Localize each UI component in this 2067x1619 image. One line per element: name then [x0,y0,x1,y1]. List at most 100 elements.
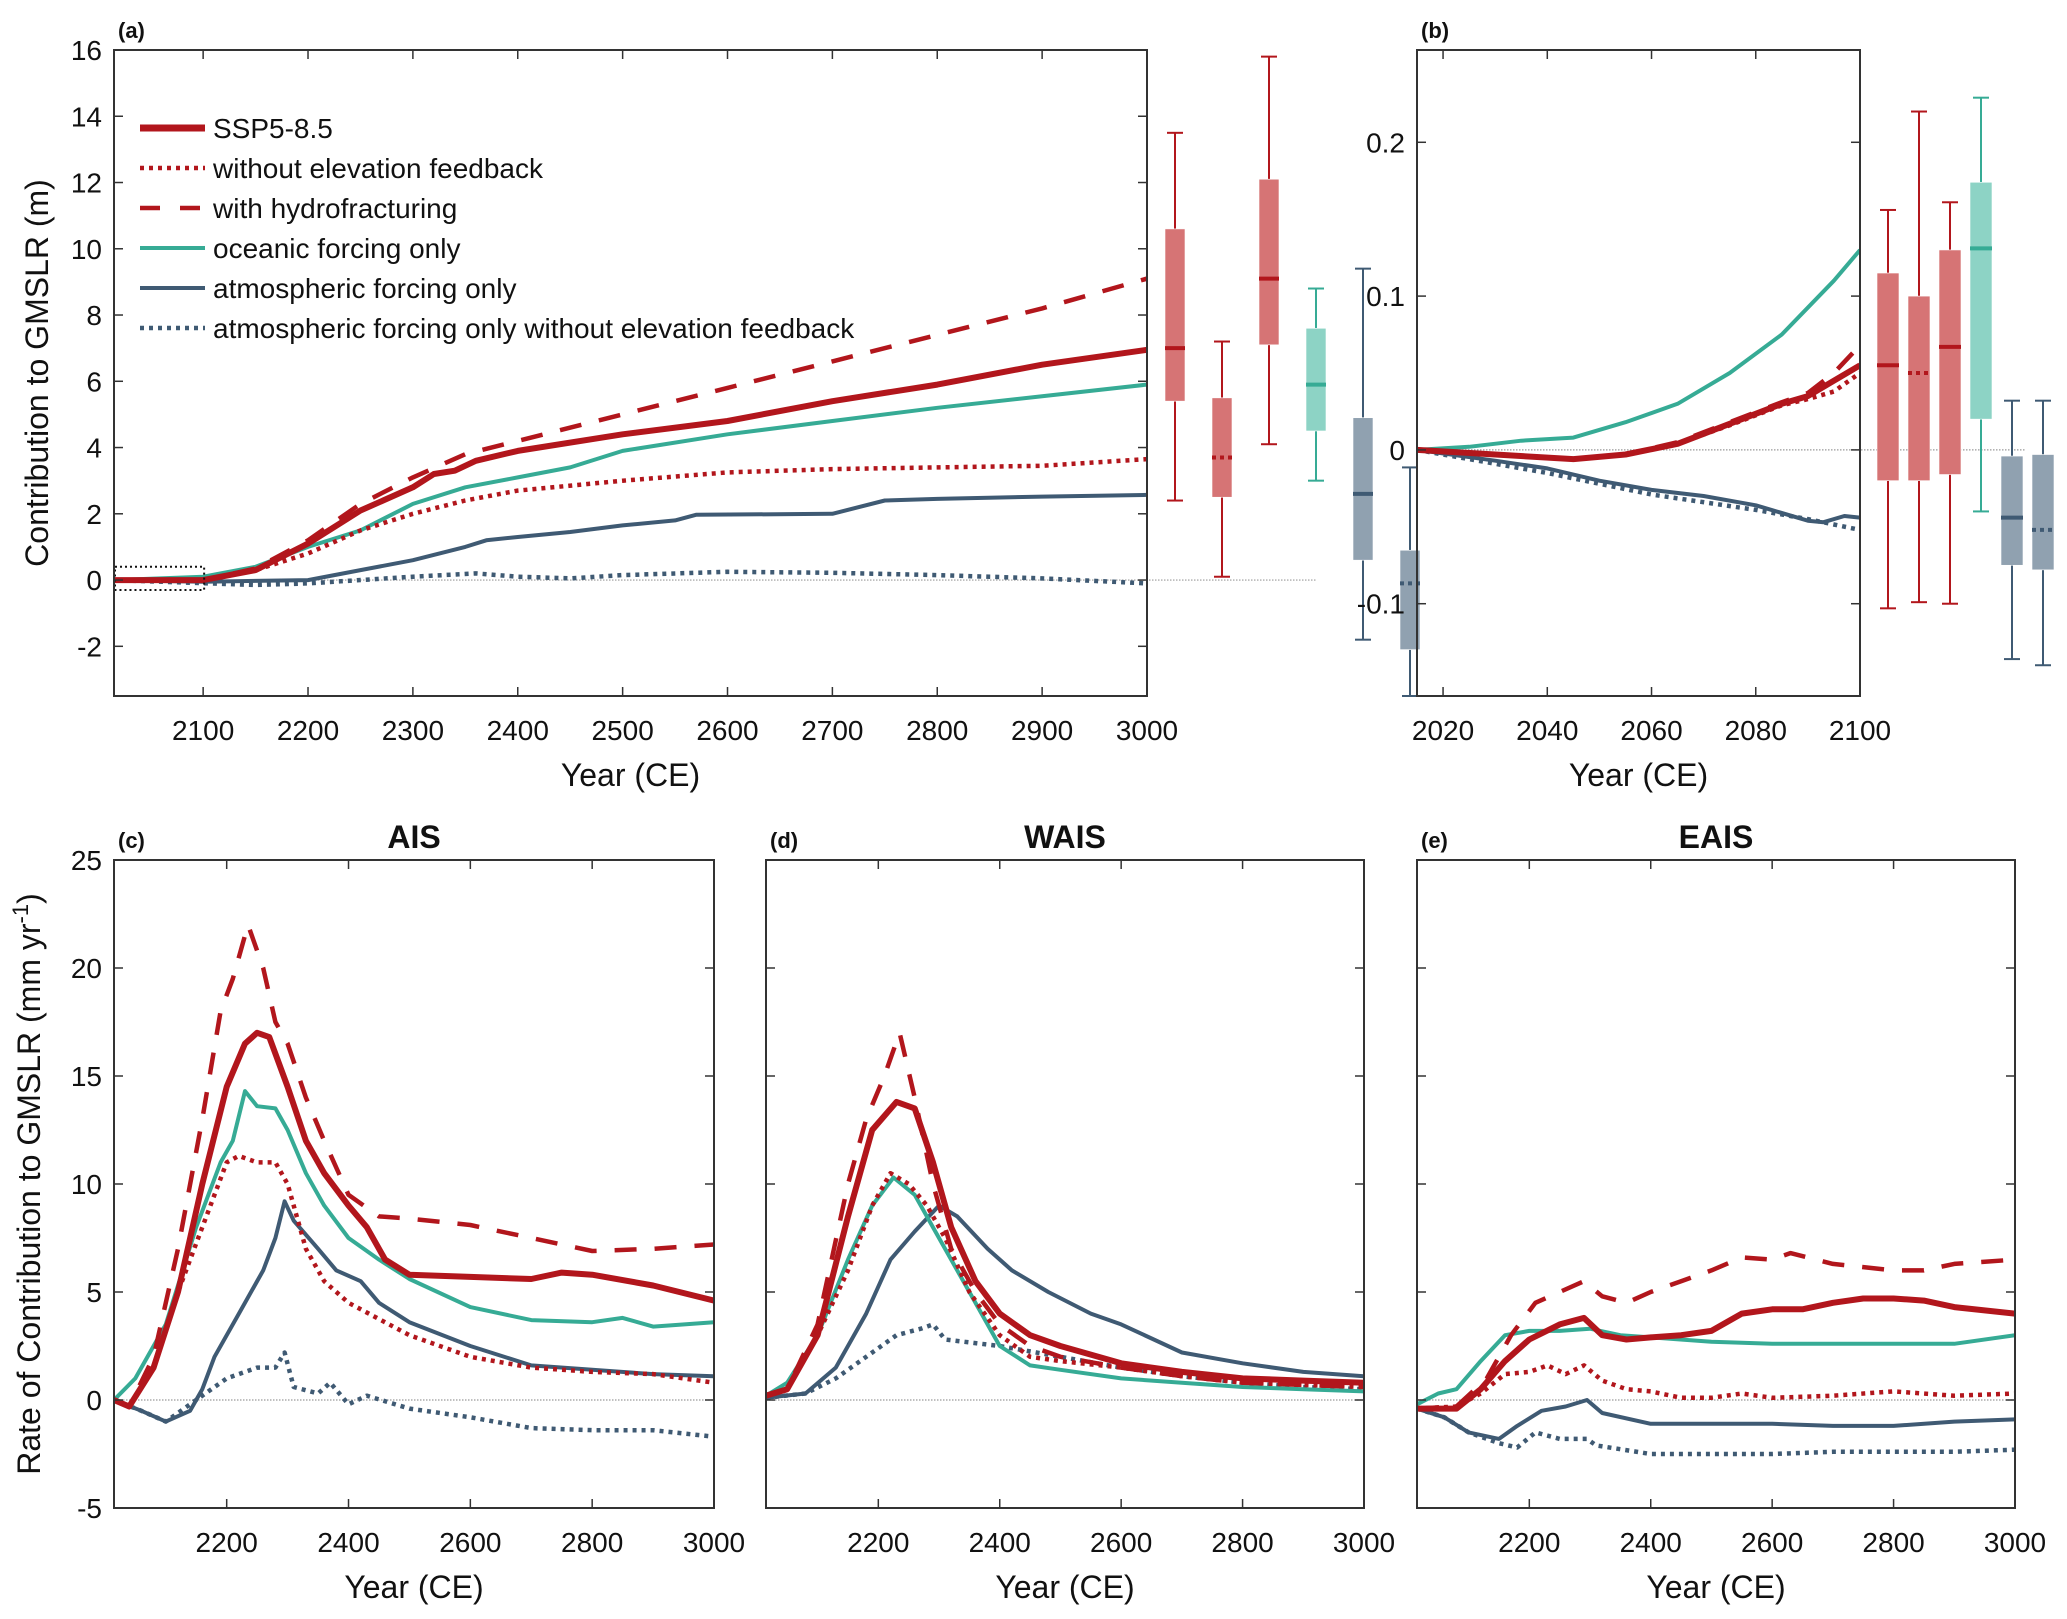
series-line-ssp-hydro [114,276,1147,583]
x-tick-label: 2100 [1829,715,1891,746]
y-tick-label: -5 [77,1493,102,1524]
boxplot-box [1211,397,1233,498]
boxplot-ssp [1876,208,1900,610]
y-tick-label: 25 [71,845,102,876]
x-tick-label: 2200 [196,1527,258,1558]
series-line-atmos-noelev [1417,1406,2015,1457]
x-tick-label: 2900 [1011,715,1073,746]
zoom-region-box [114,565,206,591]
legend-item: without elevation feedback [140,153,544,184]
y-tick-label: 5 [86,1277,102,1308]
panel-letter: (e) [1421,828,1448,853]
boxplot-box [1352,417,1374,561]
panel-letter: (a) [118,18,145,43]
boxplot-atmos-noelev [1399,466,1421,697]
series-line-atmos-noelev [114,1350,714,1439]
x-tick-label: 2800 [1211,1527,1273,1558]
x-tick-label: 2400 [1620,1527,1682,1558]
x-tick-label: 2800 [1862,1527,1924,1558]
panel-title: WAIS [1024,819,1106,855]
x-tick-label: 2080 [1725,715,1787,746]
series-line-ssp-hydro [766,1030,1364,1398]
panel-letter: (c) [118,828,145,853]
x-tick-label: 2600 [439,1527,501,1558]
series-line-atmos-noelev [114,569,1147,588]
y-tick-label: 0 [86,565,102,596]
x-axis-label: Year (CE) [1646,1569,1785,1605]
legend-item: with hydrofracturing [140,193,457,224]
series-line-ssp [1417,362,1860,463]
series-line-ocean [1417,1326,2015,1407]
legend-label: with hydrofracturing [212,193,457,224]
x-tick-label: 2200 [847,1527,909,1558]
y-tick-label: 12 [71,168,102,199]
boxplot-box [1938,249,1962,475]
series-line-atmos [114,1199,714,1424]
x-tick-label: 2200 [1498,1527,1560,1558]
x-tick-label: 2800 [561,1527,623,1558]
series-line-ocean [1417,248,1860,452]
x-axis-label: Year (CE) [1569,757,1708,793]
boxplot-box [1876,272,1900,481]
y-axis-label: Rate of Contribution to GMSLR (mm yr-1) [8,893,47,1475]
boxplot-ssp [1164,131,1186,502]
boxplot-atmos [1352,267,1374,641]
x-tick-label: 2200 [277,715,339,746]
boxplot-box [1399,549,1421,650]
series-line-ocean [114,1089,714,1402]
y-tick-label: 16 [71,35,102,66]
x-axis-label: Year (CE) [561,757,700,793]
panel-letter: (d) [770,828,798,853]
boxplot-ssp-noelev [1907,110,1931,604]
x-axis-label: Year (CE) [995,1569,1134,1605]
legend-label: atmospheric forcing only [213,273,516,304]
boxplot-box [1907,295,1931,481]
legend: SSP5-8.5 without elevation feedback with h… [140,113,855,344]
axes-frame [1416,859,2016,1509]
y-tick-label: 0.2 [1366,127,1405,158]
series-line-atmos [766,1203,1364,1400]
legend-label: SSP5-8.5 [213,113,333,144]
y-tick-label: 6 [86,366,102,397]
series-line-atmos [1417,447,1860,525]
y-tick-label: 2 [86,499,102,530]
panel-d: 2200 2400 2600 2800 3000 Year (CE) (d) WAIS [765,819,1395,1605]
series-line-ssp [114,1029,714,1410]
panel-title: EAIS [1679,819,1754,855]
y-tick-label: 14 [71,101,102,132]
x-tick-label: 3000 [1116,715,1178,746]
boxplot-box [2000,455,2024,566]
legend-label: without elevation feedback [212,153,544,184]
panel-b: 2020 2040 2060 2080 2100 -0.1 0 0.1 0.2 Year (CE)… [1357,18,2055,793]
legend-label: oceanic forcing only [213,233,460,264]
x-tick-label: 3000 [1984,1527,2046,1558]
y-axis-label-tail: ) [11,893,47,904]
boxplot-box [1969,181,1993,420]
panel-letter: (b) [1421,18,1449,43]
panel-a: 2100 2200 2300 2400 2500 2600 2700 2800 2900 3000… [19,18,1421,793]
boxplot-ssp-noelev [1211,340,1233,578]
y-axis-label: Contribution to GMSLR (m) [19,179,55,567]
series-line-ssp-noelev [1417,1363,2015,1411]
x-tick-label: 3000 [1333,1527,1395,1558]
legend-label: atmospheric forcing only without elevati… [213,313,855,344]
y-tick-label: 15 [71,1061,102,1092]
x-tick-label: 2020 [1412,715,1474,746]
x-tick-label: 2300 [382,715,444,746]
axes-frame [113,49,1148,697]
x-tick-label: 2400 [317,1527,379,1558]
y-tick-label: 4 [86,433,102,464]
boxplot-atmos [2000,399,2024,661]
y-tick-label: -2 [77,631,102,662]
boxplot-ocean [1305,287,1327,482]
panel-c: 2200 2400 2600 2800 3000 -5 0 5 10 15 20 25 Year (CE… [8,819,745,1605]
y-tick-label: 10 [71,1169,102,1200]
x-tick-label: 2600 [1741,1527,1803,1558]
series-line-ssp-hydro [1417,1250,2015,1411]
series-line-ssp [766,1098,1364,1399]
x-tick-label: 2500 [591,715,653,746]
x-tick-label: 2600 [1090,1527,1152,1558]
boxplot-ssp-hydro [1258,55,1280,446]
boxplot-ssp-hydro [1938,201,1962,605]
y-tick-label: 0.1 [1366,281,1405,312]
